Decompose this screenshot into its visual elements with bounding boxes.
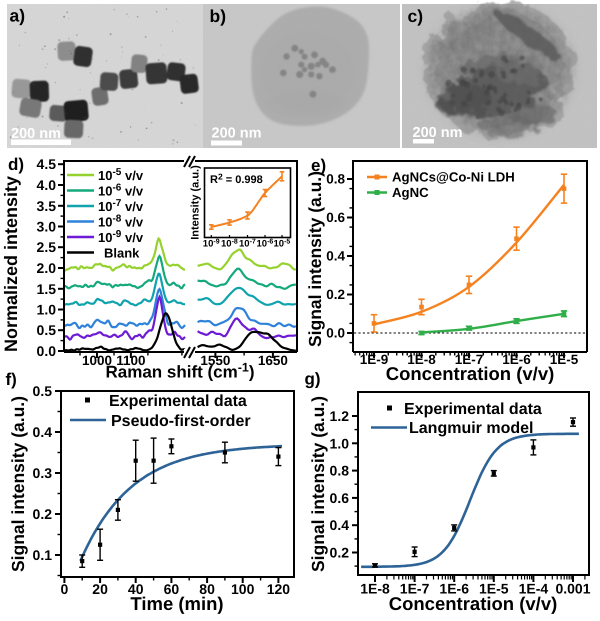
svg-text:0.0: 0.0 [37, 343, 57, 359]
svg-text:10-9 v/v: 10-9 v/v [98, 229, 144, 245]
svg-text:AgNC: AgNC [392, 185, 429, 200]
svg-text:10-5 v/v: 10-5 v/v [98, 167, 144, 183]
svg-text:0.5: 0.5 [37, 322, 57, 338]
svg-text:1650: 1650 [258, 353, 288, 368]
svg-text:Experimental data: Experimental data [109, 393, 247, 410]
svg-text:4.5: 4.5 [37, 156, 57, 172]
svg-text:1E-9: 1E-9 [360, 352, 389, 367]
svg-text:60: 60 [164, 581, 180, 597]
svg-text:20: 20 [92, 581, 108, 597]
svg-text:1E-6: 1E-6 [439, 581, 469, 597]
svg-text:1100: 1100 [116, 353, 145, 368]
svg-text:4.0: 4.0 [37, 177, 57, 193]
svg-text:0.2: 0.2 [326, 287, 345, 302]
svg-text:0.6: 0.6 [330, 490, 350, 506]
svg-text:1E-5: 1E-5 [479, 581, 509, 597]
svg-text:10-7: 10-7 [239, 238, 256, 249]
svg-text:200 nm: 200 nm [212, 126, 262, 142]
svg-text:0.2: 0.2 [330, 545, 350, 561]
svg-text:Langmuir model: Langmuir model [409, 420, 533, 437]
svg-text:0.001: 0.001 [555, 581, 590, 597]
svg-text:0.8: 0.8 [330, 463, 350, 479]
svg-text:10-8 v/v: 10-8 v/v [98, 214, 144, 230]
svg-text:c): c) [408, 6, 424, 26]
svg-text:Concentration (v/v): Concentration (v/v) [389, 593, 558, 614]
svg-text:0.2: 0.2 [33, 506, 53, 522]
svg-text:10-8: 10-8 [221, 238, 238, 249]
svg-text:1E-7: 1E-7 [400, 581, 430, 597]
svg-text:80: 80 [199, 581, 215, 597]
svg-text:Concentration (v/v): Concentration (v/v) [386, 363, 555, 384]
svg-text:1000: 1000 [82, 353, 112, 368]
svg-text:0: 0 [61, 581, 69, 597]
svg-text:1.2: 1.2 [330, 408, 350, 424]
svg-text:0.3: 0.3 [33, 465, 53, 481]
svg-text:R2 = 0.998: R2 = 0.998 [210, 172, 263, 187]
svg-text:1E-4: 1E-4 [519, 581, 549, 597]
svg-text:f): f) [6, 370, 17, 389]
svg-text:0.1: 0.1 [33, 547, 53, 563]
svg-text:100: 100 [231, 581, 255, 597]
svg-text:Signal intensity (a.u.): Signal intensity (a.u.) [305, 171, 325, 347]
svg-text:0.4: 0.4 [33, 424, 53, 440]
svg-text:1E-5: 1E-5 [550, 352, 579, 367]
svg-text:200 nm: 200 nm [413, 125, 463, 141]
svg-text:120: 120 [267, 581, 291, 597]
svg-text:1.0: 1.0 [37, 302, 57, 318]
svg-text:Intensity (a.u.): Intensity (a.u.) [190, 165, 202, 240]
svg-text:1.0: 1.0 [330, 435, 350, 451]
svg-text:1E-8: 1E-8 [407, 352, 436, 367]
svg-text:d): d) [8, 155, 24, 174]
svg-text:a): a) [10, 6, 26, 26]
svg-text:g): g) [305, 370, 321, 389]
svg-text:Experimental data: Experimental data [404, 401, 542, 418]
svg-text:Signal intensity (a.u.): Signal intensity (a.u.) [8, 396, 28, 572]
svg-text:AgNCs@Co-Ni LDH: AgNCs@Co-Ni LDH [392, 170, 515, 185]
svg-text:3.0: 3.0 [37, 219, 57, 235]
svg-text:40: 40 [128, 581, 144, 597]
svg-text:Time (min): Time (min) [130, 593, 223, 614]
svg-text:0.0: 0.0 [326, 326, 345, 341]
svg-text:3.5: 3.5 [37, 198, 57, 214]
svg-text:10-5: 10-5 [274, 238, 291, 249]
svg-text:1E-8: 1E-8 [360, 581, 390, 597]
svg-text:200 nm: 200 nm [11, 126, 61, 142]
svg-text:10-7 v/v: 10-7 v/v [98, 198, 144, 214]
svg-text:0.6: 0.6 [326, 210, 345, 225]
svg-text:2.5: 2.5 [37, 239, 57, 255]
svg-text:10-6: 10-6 [257, 238, 274, 249]
svg-text:2.0: 2.0 [37, 260, 57, 276]
svg-text:1E-6: 1E-6 [502, 352, 531, 367]
svg-text:1.5: 1.5 [37, 281, 57, 297]
svg-text:0.4: 0.4 [330, 517, 350, 533]
svg-text:Raman shift (cm-1): Raman shift (cm-1) [105, 361, 254, 382]
svg-text:e): e) [311, 156, 326, 175]
svg-text:Signal intensity (a.u.): Signal intensity (a.u.) [308, 396, 328, 572]
svg-text:b): b) [210, 6, 227, 26]
svg-text:10-6 v/v: 10-6 v/v [98, 183, 144, 199]
svg-text:Normalized intensity: Normalized intensity [1, 176, 21, 352]
svg-text:Blank: Blank [104, 246, 140, 261]
svg-text:0.4: 0.4 [326, 249, 345, 264]
svg-text:0.8: 0.8 [326, 172, 345, 187]
svg-text:Pseudo-first-order: Pseudo-first-order [111, 413, 251, 430]
svg-text:1E-7: 1E-7 [455, 352, 484, 367]
svg-text:0.5: 0.5 [33, 383, 53, 399]
svg-text:1550: 1550 [200, 353, 230, 368]
svg-text:10-9: 10-9 [203, 238, 220, 249]
